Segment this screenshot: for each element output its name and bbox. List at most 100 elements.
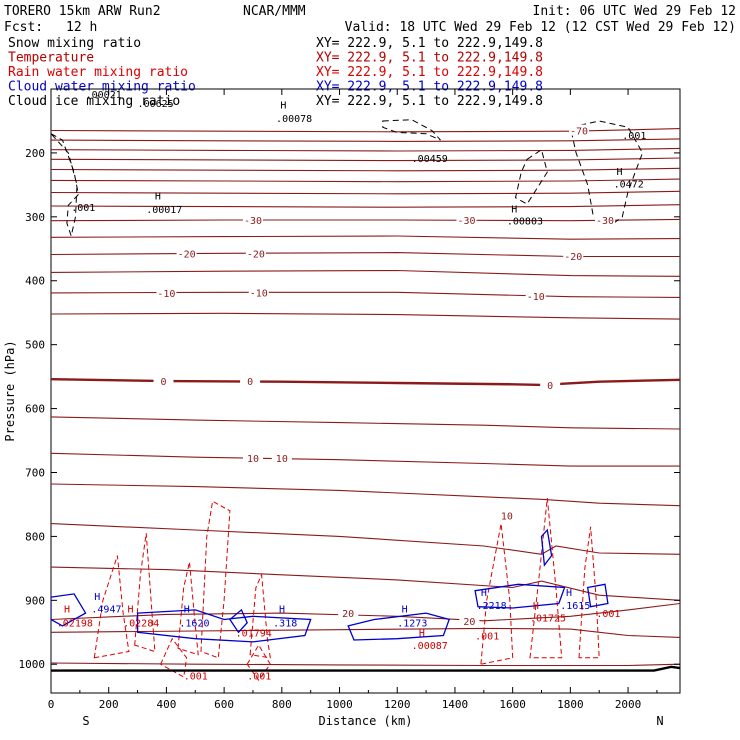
cloud-ice-contour-0 bbox=[51, 133, 79, 238]
temperature-contour-9 bbox=[51, 235, 680, 240]
temperature-label-3: -30 bbox=[596, 216, 614, 227]
value-label-36: .001 bbox=[184, 672, 208, 683]
temperature-contour-4 bbox=[51, 167, 680, 172]
value-label-37: .001 bbox=[247, 672, 271, 683]
x-tick-label-9: 1800 bbox=[557, 698, 584, 711]
high-marker-15: H bbox=[94, 592, 100, 603]
legend-item-1: Temperature bbox=[8, 51, 94, 66]
cloud-water-contour-1 bbox=[136, 609, 312, 643]
high-marker-19: H bbox=[184, 605, 190, 616]
center-label: NCAR/MMM bbox=[243, 4, 306, 19]
cloud-water-contour-0 bbox=[51, 593, 87, 627]
fcst-value: 12 h bbox=[66, 20, 97, 35]
fcst-label: Fcst: bbox=[4, 20, 43, 35]
temperature-label-bg-14 bbox=[271, 451, 292, 463]
cloud-ice-contour-2 bbox=[514, 148, 548, 205]
high-marker-11: H bbox=[511, 205, 517, 216]
temperature-label-12: 0 bbox=[547, 381, 553, 392]
temperature-contour-17 bbox=[51, 483, 680, 507]
high-marker-24: H bbox=[402, 605, 408, 616]
y-tick-label-0: 200 bbox=[25, 147, 45, 160]
ground-line bbox=[51, 665, 680, 672]
value-label-8: .001 bbox=[71, 203, 95, 214]
rain-contour-8 bbox=[159, 637, 188, 678]
temperature-label-8: -10 bbox=[250, 288, 268, 299]
legend-range-4: XY= 222.9, 5.1 to 222.9,149.8 bbox=[316, 94, 543, 109]
temperature-label-bg-15 bbox=[496, 509, 517, 521]
value-label-6: .0472 bbox=[614, 180, 644, 191]
temperature-contour-6 bbox=[51, 190, 680, 195]
y-tick-label-6: 800 bbox=[25, 530, 45, 543]
value-label-16: .4947 bbox=[91, 605, 121, 616]
y-tick-label-4: 600 bbox=[25, 403, 45, 416]
temperature-label-9: -10 bbox=[527, 292, 545, 303]
cloud-ice-contour-1 bbox=[382, 119, 441, 141]
value-label-7: .001 bbox=[622, 131, 646, 142]
temperature-contour-8 bbox=[51, 218, 680, 222]
x-tick-label-1: 200 bbox=[99, 698, 119, 711]
y-tick-label-2: 400 bbox=[25, 275, 45, 288]
value-label-10: .00017 bbox=[146, 205, 182, 216]
cloud-water-contour-3 bbox=[347, 612, 451, 641]
value-label-0: .00021 bbox=[86, 90, 122, 101]
y-tick-label-7: 900 bbox=[25, 594, 45, 607]
temperature-label-bg-2 bbox=[456, 214, 477, 226]
valid-time: Valid: 18 UTC Wed 29 Feb 12 (12 CST Wed … bbox=[345, 20, 736, 35]
temperature-label-2: -30 bbox=[457, 216, 475, 227]
temperature-label-bg-13 bbox=[242, 451, 263, 463]
temperature-label-bg-5 bbox=[245, 247, 266, 259]
value-label-23: .318 bbox=[273, 619, 297, 630]
x-tick-label-2: 400 bbox=[156, 698, 176, 711]
value-label-14: .02198 bbox=[57, 619, 93, 630]
temperature-contour-1 bbox=[51, 138, 680, 142]
value-label-3: .00078 bbox=[276, 114, 312, 125]
temperature-label-0: -70 bbox=[570, 127, 588, 138]
value-label-12: .00803 bbox=[507, 217, 543, 228]
y-tick-label-5: 700 bbox=[25, 466, 45, 479]
x-tick-label-8: 1600 bbox=[499, 698, 526, 711]
temperature-label-5: -20 bbox=[247, 249, 265, 260]
temperature-contour-13 bbox=[51, 312, 680, 320]
south-label: S bbox=[82, 714, 89, 728]
temperature-contour-5 bbox=[51, 178, 680, 183]
plot-frame bbox=[50, 88, 681, 694]
north-label: N bbox=[656, 714, 663, 728]
temperature-contour-0 bbox=[51, 128, 680, 133]
value-label-30: .2218 bbox=[477, 601, 507, 612]
temperature-label-bg-7 bbox=[156, 286, 177, 298]
temperature-contour-11 bbox=[51, 269, 680, 277]
temperature-contour-12 bbox=[51, 291, 680, 298]
temperature-label-bg-10 bbox=[153, 375, 174, 387]
cloud-ice-contour-3 bbox=[569, 120, 644, 224]
x-tick-label-7: 1400 bbox=[442, 698, 469, 711]
temperature-label-15: 10 bbox=[501, 511, 513, 522]
temperature-contour-16 bbox=[51, 452, 680, 467]
legend-item-0: Snow mixing ratio bbox=[8, 36, 141, 51]
temperature-label-17: 20 bbox=[463, 617, 475, 628]
value-label-4: .00459 bbox=[412, 154, 448, 165]
legend-item-3: Cloud water mixing ratio bbox=[8, 80, 196, 95]
x-tick-label-5: 1000 bbox=[326, 698, 353, 711]
value-label-21: .01794 bbox=[236, 628, 272, 639]
temperature-label-7: -10 bbox=[157, 289, 175, 300]
temperature-label-14: 10 bbox=[276, 454, 288, 465]
y-tick-label-1: 300 bbox=[25, 211, 45, 224]
x-tick-label-0: 0 bbox=[48, 698, 55, 711]
temperature-label-1: -30 bbox=[244, 216, 262, 227]
value-label-25: .1273 bbox=[397, 619, 427, 630]
value-label-28: .001 bbox=[475, 631, 499, 642]
rain-contour-4 bbox=[249, 572, 271, 659]
high-marker-9: H bbox=[155, 192, 161, 203]
y-tick-label-3: 500 bbox=[25, 339, 45, 352]
legend-range-2: XY= 222.9, 5.1 to 222.9,149.8 bbox=[316, 65, 543, 80]
high-marker-13: H bbox=[64, 605, 70, 616]
temperature-label-10: 0 bbox=[161, 377, 167, 388]
temperature-label-bg-9 bbox=[525, 290, 546, 302]
rain-contour-7 bbox=[578, 526, 600, 659]
y-tick-label-8: 1000 bbox=[19, 658, 46, 671]
value-label-1: .00625 bbox=[138, 99, 174, 110]
temperature-label-6: -20 bbox=[564, 252, 582, 263]
temperature-label-4: -20 bbox=[178, 249, 196, 260]
x-tick-label-3: 600 bbox=[214, 698, 234, 711]
